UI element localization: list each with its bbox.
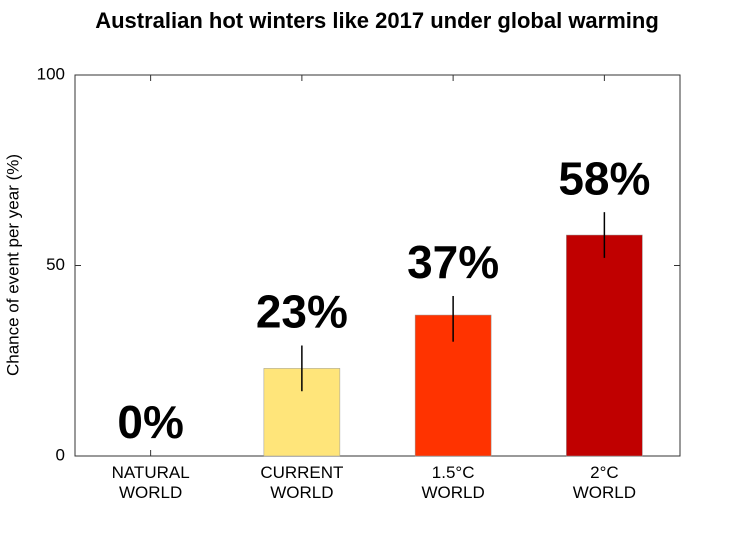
- value-label: 58%: [558, 152, 650, 204]
- x-tick-label: NATURAL WORLD: [112, 463, 190, 502]
- x-tick-label-line: WORLD: [421, 483, 484, 502]
- y-tick-label: 0: [56, 445, 65, 464]
- x-tick-label: 2°C WORLD: [573, 463, 636, 502]
- y-tick-label: 50: [46, 255, 65, 274]
- value-label: 37%: [407, 236, 499, 288]
- value-label: 23%: [256, 286, 348, 338]
- x-tick-label-line: CURRENT: [260, 463, 343, 482]
- value-label: 0%: [117, 396, 183, 448]
- x-tick-label: 1.5°C WORLD: [421, 463, 484, 502]
- x-tick-label-line: 1.5°C: [432, 463, 475, 482]
- y-tick-label: 100: [37, 64, 65, 83]
- x-tick-label-line: WORLD: [119, 483, 182, 502]
- x-tick-label-line: WORLD: [573, 483, 636, 502]
- chart-title: Australian hot winters like 2017 under g…: [95, 8, 659, 33]
- y-axis-label: Chance of event per year (%): [3, 154, 22, 376]
- x-tick-label-line: NATURAL: [112, 463, 190, 482]
- bar: [566, 234, 643, 457]
- x-tick-label: CURRENT WORLD: [260, 463, 343, 502]
- x-tick-label-line: WORLD: [270, 483, 333, 502]
- x-tick-label-line: 2°C: [590, 463, 619, 482]
